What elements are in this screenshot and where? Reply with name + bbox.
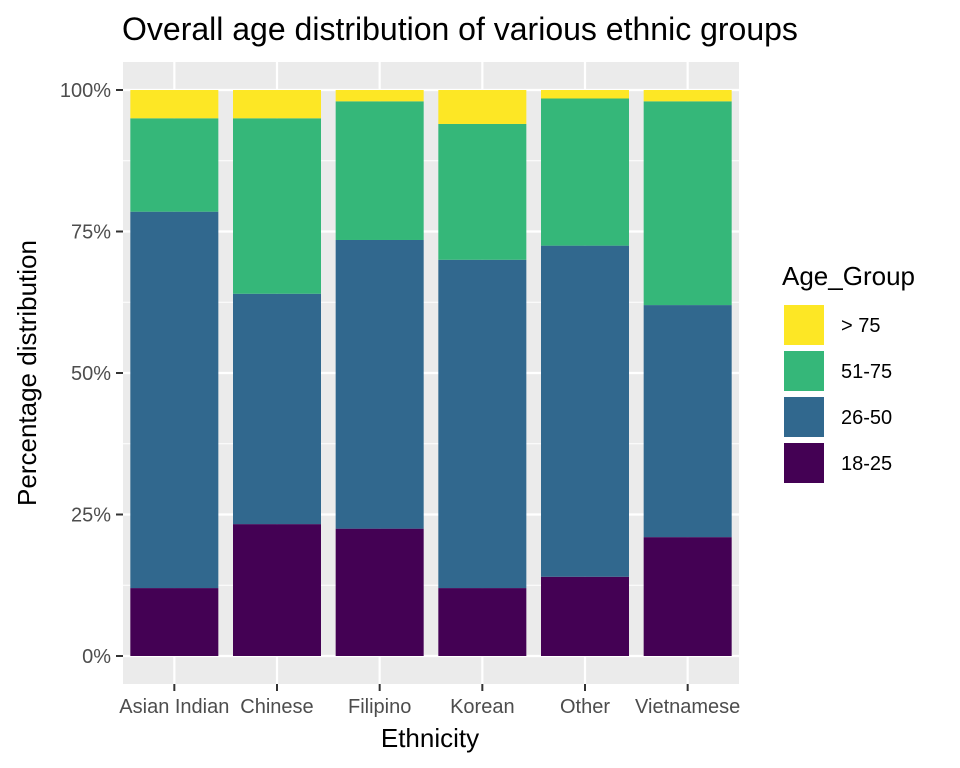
legend: Age_Group > 75 51-75 26-50 18-25 — [782, 261, 915, 485]
bar-segment — [233, 524, 321, 656]
x-tick-label: Asian Indian — [119, 696, 229, 718]
bar-segment — [233, 293, 321, 525]
x-tick-label: Filipino — [348, 696, 411, 718]
bar-segment — [335, 90, 424, 102]
y-tick-label: 50% — [71, 363, 111, 385]
bar-segment — [335, 239, 424, 529]
bar-segment — [130, 588, 219, 656]
bars — [130, 90, 732, 656]
bar-segment — [541, 576, 629, 656]
bar-segment — [233, 118, 321, 294]
x-axis-title: Ethnicity — [381, 723, 479, 753]
x-tick-label: Vietnamese — [635, 696, 740, 718]
legend-label: 51-75 — [841, 361, 892, 383]
bar-segment — [438, 123, 527, 260]
x-tick-label: Other — [560, 696, 610, 718]
bar-segment — [438, 259, 527, 589]
y-tick-label: 0% — [82, 646, 111, 668]
y-tick-label: 100% — [60, 80, 111, 102]
bar-segment — [130, 211, 219, 589]
bar-segment — [130, 118, 219, 212]
y-tick-label: 75% — [71, 222, 111, 244]
y-axis: 0% 25% 50% 75% 100% — [60, 80, 123, 668]
legend-label: 18-25 — [841, 453, 892, 475]
legend-swatch — [784, 305, 824, 345]
y-tick-label: 25% — [71, 505, 111, 527]
bar-segment — [643, 305, 732, 538]
legend-label: 26-50 — [841, 407, 892, 429]
chart-title: Overall age distribution of various ethn… — [122, 11, 798, 47]
bar-segment — [643, 90, 732, 102]
bar-segment — [438, 588, 527, 656]
x-tick-label: Korean — [450, 696, 515, 718]
legend-swatch — [784, 351, 824, 391]
bar-segment — [643, 537, 732, 656]
legend-swatch — [784, 443, 824, 483]
bar-segment — [130, 90, 219, 119]
y-axis-title: Percentage distribution — [12, 240, 42, 506]
bar-segment — [541, 90, 629, 99]
legend-swatch — [784, 397, 824, 437]
bar-segment — [335, 528, 424, 656]
bar-segment — [438, 90, 527, 124]
bar-segment — [643, 101, 732, 306]
bar-segment — [335, 101, 424, 240]
bar-segment — [541, 245, 629, 577]
x-axis: Asian Indian Chinese Filipino Korean Other Vi… — [119, 684, 740, 718]
legend-title: Age_Group — [782, 261, 915, 291]
legend-label: > 75 — [841, 315, 880, 337]
bar-segment — [541, 98, 629, 246]
x-tick-label: Chinese — [240, 696, 313, 718]
bar-segment — [233, 90, 321, 119]
